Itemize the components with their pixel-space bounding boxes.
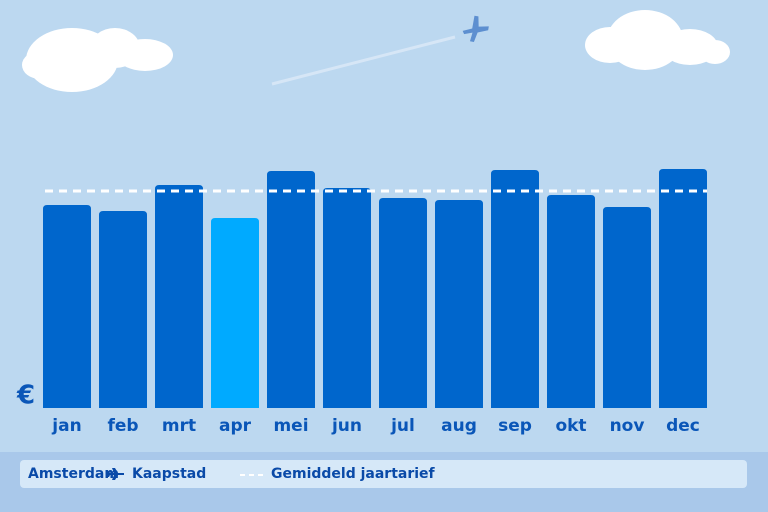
x-tick-label: jul [390,416,415,436]
bar [43,205,91,408]
bar [323,188,371,408]
contrail [271,35,456,86]
legend [20,460,747,488]
x-tick-label: dec [666,416,700,436]
x-tick-label: jan [51,416,81,436]
y-label: € [16,381,35,411]
x-tick-label: nov [610,416,645,436]
bar [379,198,427,408]
bar [547,195,595,408]
airplane [462,15,489,42]
legend-to: Kaapstad [132,466,206,482]
cloud [22,28,173,92]
legend-average: Gemiddeld jaartarief [271,466,436,482]
bar [603,207,651,408]
x-tick-label: mei [273,416,308,436]
x-tick-label: mrt [162,416,196,436]
x-tick-label: aug [441,416,477,436]
x-tick-label: sep [498,416,532,436]
x-tick-label: okt [555,416,586,436]
x-tick-label: apr [219,416,252,436]
legend-from: Amsterdam [28,466,119,482]
bar [435,200,483,408]
x-tick-label: jun [331,416,362,436]
cloud [585,10,730,70]
bar [659,169,707,408]
x-tick-label: feb [107,416,138,436]
bar [267,171,315,408]
bar [155,185,203,408]
bar [211,218,259,408]
bar [491,170,539,408]
bar [99,211,147,408]
legend-plane-icon [107,468,124,480]
